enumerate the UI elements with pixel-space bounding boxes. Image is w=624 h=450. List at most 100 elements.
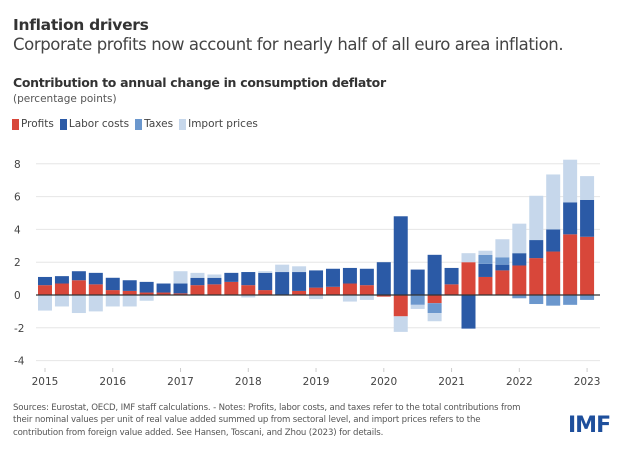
y-tick-label: 0	[14, 290, 21, 302]
bar-segment-import-prices	[38, 295, 52, 311]
legend-label: Labor costs	[68, 118, 130, 130]
bar-segment-profits	[122, 290, 137, 295]
bar-segment-labor-costs	[38, 276, 52, 286]
bar-segment-profits	[207, 284, 222, 295]
bar-segment-import-prices	[190, 272, 205, 278]
x-tick-label: 2020	[370, 376, 397, 388]
bar-segment-labor-costs	[258, 272, 273, 291]
bar-segment-labor-costs	[376, 262, 391, 295]
bar-segment-labor-costs	[241, 272, 256, 286]
bar-segment-profits	[190, 285, 205, 295]
bar-segment-profits	[309, 287, 324, 295]
bar-segment-import-prices	[71, 295, 86, 314]
bar-segment-profits	[292, 290, 307, 295]
bar-segment-import-prices	[461, 253, 476, 263]
x-tick-label: 2019	[303, 376, 330, 388]
bar-segment-labor-costs	[478, 263, 493, 277]
x-tick-label: 2021	[438, 376, 465, 388]
bar-segment-labor-costs	[546, 229, 561, 252]
bar-segment-import-prices	[359, 295, 374, 300]
bar-segment-import-prices	[54, 295, 69, 307]
bar-segment-labor-costs	[427, 254, 442, 295]
bar-segment-import-prices	[512, 223, 527, 254]
bar-segment-profits	[241, 285, 256, 295]
bar-segment-import-prices	[292, 266, 307, 273]
legend-swatch	[59, 118, 67, 130]
bar-segment-profits	[258, 290, 273, 295]
y-tick-label: 4	[14, 224, 21, 236]
y-tick-label: -2	[14, 323, 24, 335]
legend-label: Profits	[21, 118, 54, 130]
legend-label: Taxes	[144, 118, 174, 130]
bar-segment-import-prices	[495, 239, 510, 258]
bar-segment-profits	[461, 262, 476, 295]
bar-segment-profits	[105, 290, 120, 295]
chart-title: Contribution to annual change in consump…	[13, 75, 386, 90]
bar-segment-import-prices	[241, 295, 256, 298]
bar-segment-import-prices	[393, 316, 408, 332]
x-tick-label: 2022	[506, 376, 533, 388]
bar-segment-profits	[546, 251, 561, 295]
bar-segment-labor-costs	[563, 202, 578, 235]
bar-segment-labor-costs	[410, 269, 425, 295]
y-tick-label: -4	[14, 356, 25, 368]
bar-segment-labor-costs	[325, 268, 340, 287]
bar-segment-labor-costs	[105, 277, 120, 291]
bar-segment-taxes	[546, 295, 561, 306]
bar-segment-profits	[342, 283, 357, 295]
bar-segment-labor-costs	[122, 280, 137, 291]
bar-segment-labor-costs	[156, 283, 171, 293]
bar-segment-labor-costs	[275, 272, 290, 295]
bar-segment-import-prices	[275, 264, 290, 273]
bar-segment-labor-costs	[393, 216, 408, 295]
bar-segment-profits	[478, 276, 493, 295]
bar-segment-taxes	[580, 295, 595, 300]
bar-segment-taxes	[512, 295, 527, 299]
bar-segment-import-prices	[207, 274, 222, 278]
bar-segment-import-prices	[427, 313, 442, 322]
legend-item-taxes: Taxes	[135, 118, 173, 130]
y-tick-label: 2	[14, 257, 21, 269]
x-tick-label: 2016	[99, 376, 126, 388]
bar-segment-import-prices	[88, 295, 103, 312]
y-tick-label: 8	[14, 159, 21, 171]
bar-segment-import-prices	[529, 195, 544, 241]
bar-segment-profits	[444, 284, 459, 295]
bar-segment-labor-costs	[461, 295, 476, 329]
legend-label: Import prices	[188, 118, 258, 130]
bar-segment-import-prices	[546, 174, 561, 230]
bar-segment-labor-costs	[512, 253, 527, 266]
bar-segment-labor-costs	[190, 277, 205, 286]
bar-segment-labor-costs	[224, 272, 239, 282]
legend-swatch	[135, 118, 143, 130]
bar-segment-profits	[54, 283, 69, 295]
y-axis-unit: (percentage points)	[13, 93, 117, 105]
bar-segment-profits	[495, 270, 510, 295]
bar-segment-profits	[325, 286, 340, 295]
bar-segment-profits	[359, 285, 374, 295]
bar-segment-profits	[393, 295, 408, 317]
bar-segment-profits	[580, 236, 595, 295]
bar-segment-taxes	[529, 295, 544, 305]
bar-segment-import-prices	[258, 271, 273, 273]
legend-swatch	[12, 118, 19, 130]
bar-segment-profits	[376, 295, 391, 297]
bar-segment-labor-costs	[309, 270, 324, 288]
bar-segment-profits	[38, 285, 52, 295]
bar-segment-profits	[512, 265, 527, 295]
legend-item-import-prices: Import prices	[179, 118, 258, 130]
bar-segment-taxes	[427, 303, 442, 314]
bar-segment-labor-costs	[495, 264, 510, 271]
bar-segment-profits	[529, 258, 544, 295]
bar-segment-profits	[224, 281, 239, 295]
bar-segment-labor-costs	[71, 271, 86, 281]
bar-segment-profits	[173, 293, 188, 295]
bar-segment-import-prices	[309, 295, 324, 300]
bar-segment-labor-costs	[342, 267, 357, 284]
bar-segment-import-prices	[342, 295, 357, 302]
legend-swatch	[179, 118, 187, 130]
x-tick-label: 2023	[574, 376, 601, 388]
bar-segment-labor-costs	[292, 272, 307, 291]
bar-segment-labor-costs	[54, 276, 69, 284]
